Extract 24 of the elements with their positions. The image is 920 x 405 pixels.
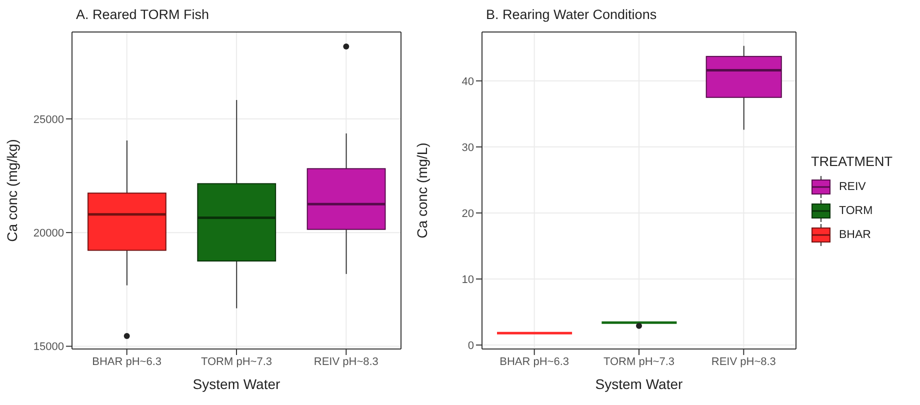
x-tick-label: BHAR pH~6.3 xyxy=(500,356,570,368)
x-tick-label: REIV pH~8.3 xyxy=(314,356,378,368)
y-tick-label: 10 xyxy=(462,274,474,286)
x-axis-title: System Water xyxy=(192,376,281,392)
y-tick-label: 0 xyxy=(468,340,474,352)
legend-label: BHAR xyxy=(839,228,871,240)
y-tick-label: 30 xyxy=(462,142,474,154)
y-axis-title: Ca conc (mg/L) xyxy=(414,142,430,238)
chart-title: A. Reared TORM Fish xyxy=(75,6,210,24)
y-axis-title: Ca conc (mg/kg) xyxy=(4,139,20,242)
x-axis-title: System Water xyxy=(595,376,684,392)
x-tick-label: TORM pH~7.3 xyxy=(200,356,272,368)
x-tick-label: REIV pH~8.3 xyxy=(711,356,776,368)
y-tick-label: 20 xyxy=(462,208,474,220)
legend-title: TREATMENT xyxy=(811,154,892,168)
legend-label: TORM xyxy=(839,204,873,216)
y-tick-label: 25000 xyxy=(33,114,64,126)
x-tick-label: TORM pH~7.3 xyxy=(603,356,675,368)
legend-label: REIV xyxy=(839,180,866,192)
y-tick-label: 20000 xyxy=(33,227,64,240)
y-tick-label: 15000 xyxy=(33,341,64,354)
x-tick-label: BHAR pH~6.3 xyxy=(92,356,162,368)
y-tick-label: 40 xyxy=(462,76,474,88)
chart-title: B. Rearing Water Conditions xyxy=(485,6,658,24)
